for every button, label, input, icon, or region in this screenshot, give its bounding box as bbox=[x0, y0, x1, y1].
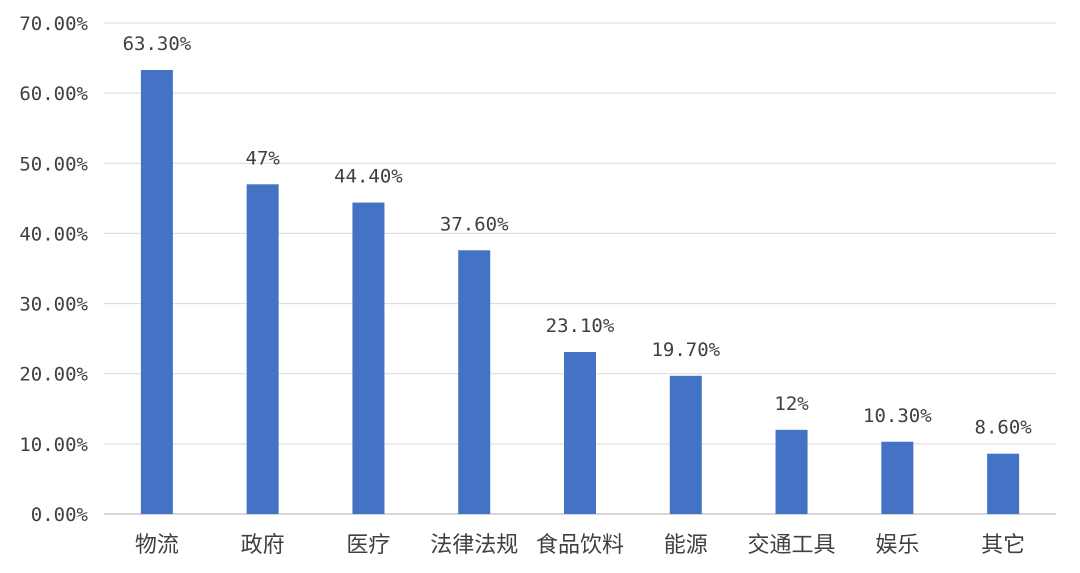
bar bbox=[669, 375, 702, 514]
data-label: 63.30% bbox=[123, 33, 192, 55]
y-axis-ticks: 0.00% 10.00% 20.00% 30.00% 40.00% 50.00% 60.00… bbox=[19, 13, 88, 526]
y-tick-label: 70.00% bbox=[19, 13, 88, 35]
category-label: 物流 bbox=[135, 533, 179, 558]
category-label: 法律法规 bbox=[430, 533, 518, 558]
category-label: 能源 bbox=[664, 533, 708, 558]
category-label: 食品饮料 bbox=[536, 533, 624, 558]
bar bbox=[987, 453, 1020, 514]
category-label: 政府 bbox=[241, 533, 285, 558]
bar bbox=[352, 202, 385, 514]
x-axis-categories: 物流 政府 医疗 法律法规 食品饮料 能源 交通工具 娱乐 其它 bbox=[135, 533, 1025, 558]
category-label: 医疗 bbox=[346, 533, 390, 558]
category-label: 娱乐 bbox=[875, 533, 919, 558]
bar bbox=[140, 69, 173, 514]
category-label: 交通工具 bbox=[748, 533, 836, 558]
y-tick-label: 40.00% bbox=[19, 223, 88, 245]
bar bbox=[564, 351, 596, 514]
data-label: 12% bbox=[774, 393, 809, 415]
data-label: 8.60% bbox=[975, 417, 1033, 439]
bar bbox=[881, 441, 914, 514]
data-label: 44.40% bbox=[334, 166, 403, 188]
category-label: 其它 bbox=[981, 533, 1025, 558]
data-label: 47% bbox=[246, 147, 281, 169]
y-tick-label: 10.00% bbox=[19, 434, 88, 456]
bar bbox=[775, 429, 808, 514]
data-label: 19.70% bbox=[651, 339, 720, 361]
y-tick-label: 20.00% bbox=[19, 364, 88, 386]
y-tick-label: 60.00% bbox=[19, 83, 88, 105]
y-tick-label: 50.00% bbox=[19, 153, 88, 175]
bar bbox=[458, 250, 491, 514]
data-label: 10.30% bbox=[863, 405, 932, 427]
y-tick-label: 0.00% bbox=[31, 504, 89, 526]
bar bbox=[246, 184, 279, 515]
y-tick-label: 30.00% bbox=[19, 294, 88, 316]
data-label: 23.10% bbox=[546, 315, 615, 337]
data-labels: 63.30% 47% 44.40% 37.60% 23.10% 19.70% 12% 10.3… bbox=[123, 33, 1033, 439]
bars bbox=[140, 69, 1020, 515]
data-label: 37.60% bbox=[440, 213, 509, 235]
